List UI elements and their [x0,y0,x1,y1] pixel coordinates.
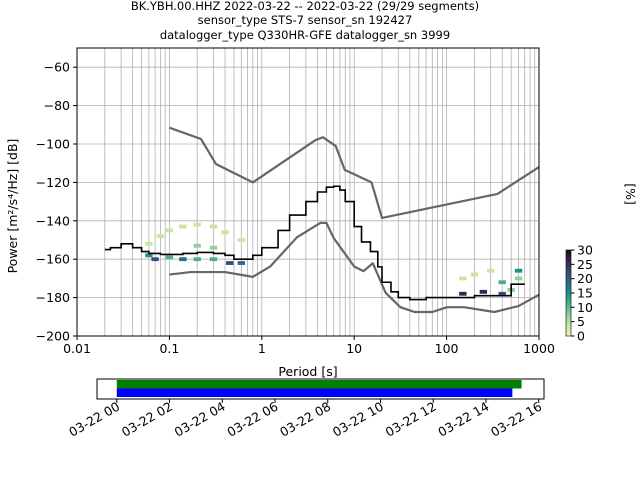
y-axis-label: Power [m²/s⁴/Hz] [dB] [5,139,20,274]
pdf-cell [498,280,506,285]
coverage-tick-label: 03-22 10 [330,399,386,440]
pdf-cell [209,257,218,262]
pdf-cell [514,268,523,273]
pdf-cell [470,272,479,277]
coverage-tick-label: 03-22 16 [488,399,544,440]
psd-plot-area: 0.01 0.1 1 10 100 1000 −60 −80 −100 −120 −140 −160… [5,47,555,379]
title-line-3: datalogger_type Q330HR-GFE datalogger_sn… [160,28,450,42]
x-tick-label: 0.1 [159,341,179,356]
plot-background [77,48,539,336]
colorbar-tick-label: 20 [577,271,593,286]
title-line-1: BK.YBH.00.HHZ 2022-03-22 -- 2022-03-22 (… [131,0,479,13]
x-tick-label: 1 [258,341,266,356]
pdf-cell [145,253,153,258]
pdf-cell [151,257,159,262]
pdf-cell [226,261,234,265]
pdf-cell [179,224,187,229]
pdf-cell [459,291,467,296]
y-tick-label: −140 [36,213,70,228]
pdf-cell [156,234,165,239]
coverage-tick-label: 03-22 02 [119,399,175,440]
y-tick-label: −100 [36,137,70,152]
pdf-cell [479,289,488,294]
colorbar-tick-label: 10 [577,300,593,315]
pdf-cell [237,238,245,242]
title-line-2: sensor_type STS-7 sensor_sn 192427 [198,13,413,27]
pdf-cell [209,224,218,229]
pdf-cell [193,257,201,262]
plot-grid [76,48,539,337]
coverage-tick-label: 03-22 14 [435,399,491,440]
pdf-cell [165,228,174,233]
coverage-bars [116,380,522,397]
pdf-cell [237,261,245,265]
pdf-cell [145,241,153,246]
coverage-bar [116,380,522,389]
median-curve [104,185,525,301]
pdf-cell [179,257,187,262]
x-tick-label: 0.01 [63,341,91,356]
x-tick-label: 1000 [523,341,555,356]
x-tick-label: 100 [435,341,459,356]
x-tick-label: 10 [346,341,362,356]
colorbar-fill [565,249,572,337]
y-tick-label: −120 [36,175,70,190]
new-high-noise-model [169,126,540,220]
y-tick-label: −60 [44,60,70,75]
pdf-cell [486,268,495,273]
x-axis-ticks: 0.01 0.1 1 10 100 1000 [63,336,555,356]
y-tick-label: −200 [36,329,70,344]
pdf-cell [209,245,218,250]
pdf-cell [514,276,523,281]
pdf-cell [193,243,201,248]
plot-frame [76,47,540,337]
colorbar-tick-label: 5 [577,314,585,329]
colorbar-tick-label: 25 [577,257,593,272]
colorbar-label: [%] [623,183,638,205]
figure-title: BK.YBH.00.HHZ 2022-03-22 -- 2022-03-22 (… [131,0,479,42]
coverage-tick-label: 03-22 00 [66,399,122,440]
y-tick-label: −80 [44,98,70,113]
pdf-cell [165,255,174,260]
noise-models [169,126,540,314]
pdf-cell [498,291,506,296]
y-tick-label: −180 [36,290,70,305]
coverage-tick-label: 03-22 08 [277,399,333,440]
y-axis-ticks: −60 −80 −100 −120 −140 −160 −180 −200 [36,60,77,344]
x-axis-label: Period [s] [278,364,337,379]
coverage-tick-label: 03-22 04 [172,399,228,440]
colorbar-tick-label: 15 [577,286,593,301]
coverage-tick-label: 03-22 06 [224,399,280,440]
colorbar-tick-label: 0 [577,329,585,344]
new-low-noise-model [169,221,540,314]
median-line [104,185,525,301]
y-tick-label: −160 [36,252,70,267]
coverage-bar [116,388,513,397]
pdf-cell [221,230,229,235]
pdf-cell [459,276,467,281]
coverage-tick-label: 03-22 12 [383,399,439,440]
colorbar-tick-label: 30 [577,243,593,258]
pdf-cell [193,222,201,227]
